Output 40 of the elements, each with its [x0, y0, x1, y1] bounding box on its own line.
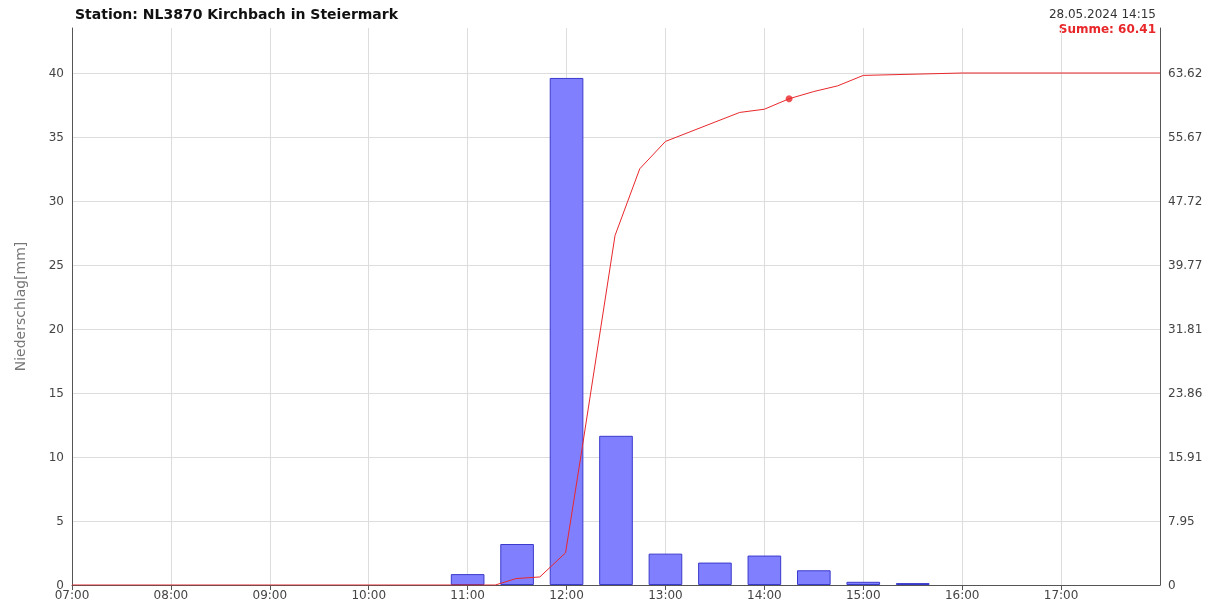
bar: [599, 435, 633, 585]
y2-tick-label: 0: [1168, 578, 1176, 592]
y-tick-label: 35: [48, 129, 64, 144]
bar: [747, 555, 782, 585]
y-tick-label: 10: [48, 449, 64, 464]
bar: [450, 574, 485, 585]
y-tick-label: 15: [48, 385, 64, 400]
bar: [500, 544, 534, 585]
y2-tick-label: 39.77: [1168, 257, 1203, 272]
x-tick-label: 11:00: [450, 588, 485, 602]
bar: [698, 562, 732, 585]
x-tick-label: 08:00: [153, 588, 189, 602]
annotation: Summe: 60.41: [1058, 22, 1156, 36]
y-tick-label: 5: [56, 513, 64, 528]
y-tick-label: 40: [48, 65, 64, 80]
text: 28.05.2024 14:15: [1048, 7, 1157, 21]
y2-tick-label: 47.72: [1168, 193, 1203, 208]
y-axis-title: Niederschlag[mm]: [12, 241, 28, 372]
x-tick-label: 09:00: [252, 588, 288, 602]
y-tick-label: 20: [48, 321, 64, 336]
y2-tick-label: 15.91: [1168, 449, 1203, 464]
y-tick-label: 30: [48, 193, 64, 208]
y2-tick-label: 23.86: [1168, 385, 1203, 400]
y2-tick-label: 31.81: [1168, 321, 1203, 336]
x-tick-label: 15:00: [845, 588, 881, 602]
x-tick-label: 14:00: [747, 588, 782, 602]
y-tick-label: 25: [48, 257, 64, 272]
bar: [797, 570, 831, 585]
y2-tick-label: 7.95: [1168, 514, 1195, 528]
y2-tick-label: 55.67: [1168, 129, 1203, 144]
bar: [549, 77, 584, 585]
bar: [648, 553, 683, 585]
x-tick-label: 13:00: [648, 588, 683, 602]
x-tick-label: 16:00: [944, 588, 980, 602]
y2-tick-label: 63.62: [1168, 65, 1203, 80]
bar: [846, 581, 881, 585]
x-tick-label: 10:00: [351, 588, 387, 602]
x-tick-label: 12:00: [549, 588, 584, 602]
chart-title: Station: NL3870 Kirchbach in Steiermark: [75, 6, 399, 22]
x-tick-label: 17:00: [1043, 588, 1079, 602]
